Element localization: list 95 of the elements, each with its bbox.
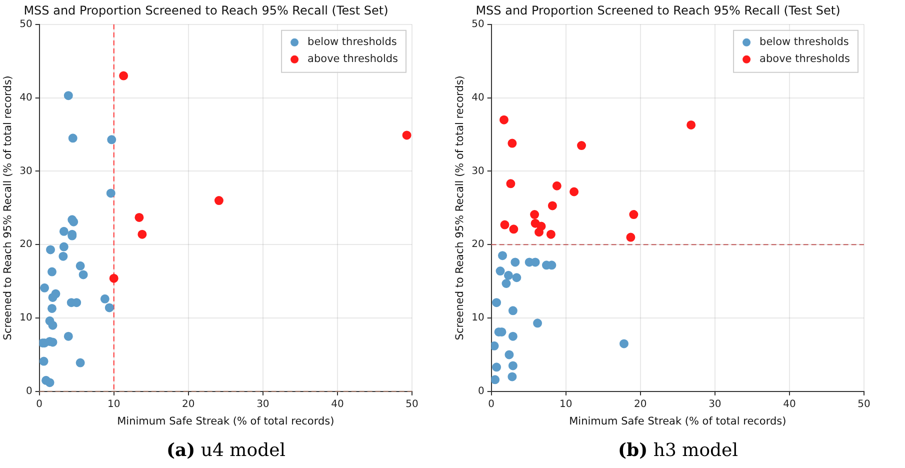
y-tick-label: 10 — [20, 312, 32, 324]
point — [629, 210, 638, 220]
point — [508, 138, 517, 148]
legend-label: below thresholds — [308, 36, 397, 48]
x-tick-label: 50 — [406, 398, 418, 410]
point — [59, 242, 68, 252]
point — [46, 245, 56, 254]
y-axis-title: Screened to Reach 95% Recall (% of total records) — [454, 76, 466, 340]
y-tick-label: 20 — [20, 239, 32, 250]
point — [47, 304, 56, 313]
point — [496, 266, 505, 276]
point — [548, 201, 557, 210]
point — [619, 339, 628, 348]
point — [59, 226, 68, 236]
point — [508, 306, 518, 316]
x-axis-title: Minimum Safe Streak (% of total records) — [117, 415, 334, 428]
point — [47, 267, 56, 276]
point — [552, 181, 562, 190]
x-tick-label: 0 — [488, 398, 495, 410]
x-tick-label: 50 — [858, 398, 870, 410]
point — [512, 273, 522, 282]
y-tick-label: 10 — [472, 312, 484, 324]
point — [138, 230, 147, 239]
point — [491, 341, 499, 350]
point — [533, 318, 542, 328]
point — [76, 358, 85, 368]
point — [214, 196, 224, 206]
point — [45, 378, 54, 388]
point — [508, 372, 517, 382]
text: (a) u4 model — [165, 440, 287, 461]
point — [502, 279, 511, 288]
y-tick-label: 50 — [472, 18, 484, 30]
y-tick-label: 30 — [472, 166, 484, 177]
y-axis-title: Screened to Reach 95% Recall (% of total records) — [2, 76, 14, 340]
point — [64, 332, 73, 341]
point — [546, 230, 556, 239]
point — [504, 270, 513, 280]
point — [626, 232, 636, 242]
x-tick-label: 40 — [331, 398, 344, 410]
x-tick-label: 40 — [783, 398, 796, 410]
point — [686, 120, 696, 130]
legend-label: above thresholds — [760, 53, 850, 66]
legend-label: below thresholds — [760, 36, 849, 48]
x-axis-title: Minimum Safe Streak (% of total records) — [569, 415, 786, 428]
x-tick-label: 30 — [708, 398, 722, 410]
x-tick-label: 30 — [256, 398, 270, 410]
x-tick-label: 20 — [634, 398, 647, 410]
point — [134, 212, 144, 222]
y-tick-label: 20 — [472, 239, 484, 250]
point — [577, 141, 586, 150]
chart-title: MSS and Proportion Screened to Reach 95% Recall (Test Set) — [24, 3, 388, 18]
point — [530, 210, 540, 220]
y-tick-label: 50 — [20, 18, 32, 30]
x-tick-label: 10 — [107, 398, 120, 410]
x-tick-label: 0 — [36, 398, 43, 410]
point — [104, 303, 114, 312]
point — [64, 91, 73, 100]
point — [500, 220, 510, 230]
point — [508, 332, 518, 341]
point — [504, 350, 514, 360]
point — [58, 252, 68, 261]
point — [534, 228, 544, 237]
y-tick-label: 30 — [20, 166, 32, 177]
point — [492, 362, 502, 372]
x-tick-label: 20 — [182, 398, 195, 410]
point — [40, 283, 50, 292]
chart-title: MSS and Proportion Screened to Reach 95% Recall (Test Set) — [476, 3, 840, 18]
legend-label: above thresholds — [308, 53, 398, 66]
text: (b) h3 model — [617, 440, 739, 461]
point — [491, 375, 500, 384]
point — [39, 356, 48, 366]
point — [78, 270, 88, 280]
x-tick-label: 10 — [559, 398, 572, 410]
point — [109, 274, 118, 283]
point — [510, 258, 520, 267]
point — [570, 187, 579, 196]
point — [119, 71, 128, 80]
point — [402, 130, 412, 140]
point — [76, 261, 85, 270]
point — [499, 115, 508, 124]
point — [100, 294, 110, 304]
point — [48, 292, 58, 302]
y-tick-label: 0 — [478, 386, 484, 397]
point — [107, 135, 116, 144]
y-tick-label: 40 — [20, 92, 32, 104]
point — [506, 179, 516, 188]
y-tick-label: 0 — [26, 386, 32, 397]
point — [48, 320, 58, 330]
y-tick-label: 40 — [472, 92, 484, 104]
point — [492, 298, 502, 308]
point — [106, 188, 116, 198]
point — [68, 134, 78, 143]
point — [509, 224, 518, 234]
point — [508, 361, 518, 370]
point — [498, 251, 508, 260]
